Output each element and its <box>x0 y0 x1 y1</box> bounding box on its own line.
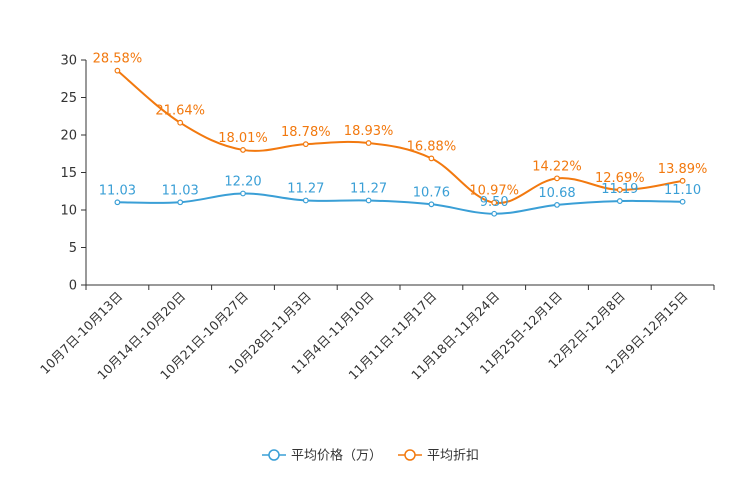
data-label: 28.58% <box>93 52 143 67</box>
data-point[interactable] <box>240 147 246 153</box>
data-label: 9.50 <box>480 195 509 210</box>
series-line-0 <box>117 192 683 215</box>
y-tick-label: 10 <box>60 204 77 219</box>
data-label: 18.93% <box>344 124 394 139</box>
data-point[interactable] <box>554 175 560 182</box>
data-point[interactable] <box>491 199 498 206</box>
data-label: 18.01% <box>218 131 268 146</box>
data-point[interactable] <box>679 177 686 184</box>
data-point[interactable] <box>616 198 623 204</box>
legend-label: 平均折扣 <box>427 449 479 464</box>
data-point[interactable] <box>554 201 560 208</box>
data-label: 11.19 <box>601 182 638 197</box>
data-label: 10.76 <box>413 185 450 200</box>
data-point[interactable] <box>302 197 309 204</box>
y-tick-label: 30 <box>60 54 77 69</box>
data-label: 12.20 <box>224 175 261 190</box>
data-point[interactable] <box>240 190 246 197</box>
data-point[interactable] <box>114 67 121 74</box>
series-lines <box>114 67 686 217</box>
series-line-1 <box>116 69 683 204</box>
legend-item-1[interactable]: 平均折扣 <box>398 449 479 464</box>
data-label: 11.10 <box>664 183 701 198</box>
data-label: 11.27 <box>350 181 387 196</box>
data-label: 12.69% <box>595 171 645 186</box>
data-label: 11.03 <box>162 183 199 198</box>
data-label: 21.64% <box>155 104 205 119</box>
y-tick-label: 20 <box>60 129 77 144</box>
data-label: 16.88% <box>407 139 457 154</box>
data-point[interactable] <box>114 199 121 206</box>
data-label: 10.97% <box>469 184 519 199</box>
data-point[interactable] <box>177 199 184 206</box>
data-label: 10.68 <box>538 186 575 201</box>
axes: 05101520253010月7日-10月13日10月14日-10月20日10月… <box>37 54 715 383</box>
y-tick-label: 5 <box>69 241 77 256</box>
data-label: 11.03 <box>99 183 136 198</box>
legend-item-0[interactable]: 平均价格（万） <box>262 448 382 464</box>
data-point[interactable] <box>365 197 372 204</box>
data-point[interactable] <box>428 155 435 162</box>
y-tick-label: 0 <box>69 279 77 294</box>
legend-marker-icon <box>268 449 280 461</box>
legend-label: 平均价格（万） <box>291 448 382 464</box>
data-point[interactable] <box>302 141 309 148</box>
legend-marker-icon <box>404 449 416 461</box>
y-tick-label: 15 <box>60 166 77 181</box>
data-label: 11.27 <box>287 181 324 196</box>
data-label: 14.22% <box>532 159 582 174</box>
data-point[interactable] <box>365 140 372 146</box>
data-point[interactable] <box>616 186 623 193</box>
data-point[interactable] <box>679 198 686 205</box>
data-point[interactable] <box>177 119 184 126</box>
data-point[interactable] <box>491 210 498 217</box>
data-point[interactable] <box>428 201 435 208</box>
data-label: 18.78% <box>281 125 331 140</box>
data-labels: 11.03 11.03 12.20 11.27 11.27 10.76 9.50 10.68 1… <box>93 52 708 210</box>
y-tick-label: 25 <box>60 91 77 106</box>
data-label: 13.89% <box>658 162 708 177</box>
legend[interactable]: 平均价格（万） 平均折扣 <box>262 448 479 464</box>
